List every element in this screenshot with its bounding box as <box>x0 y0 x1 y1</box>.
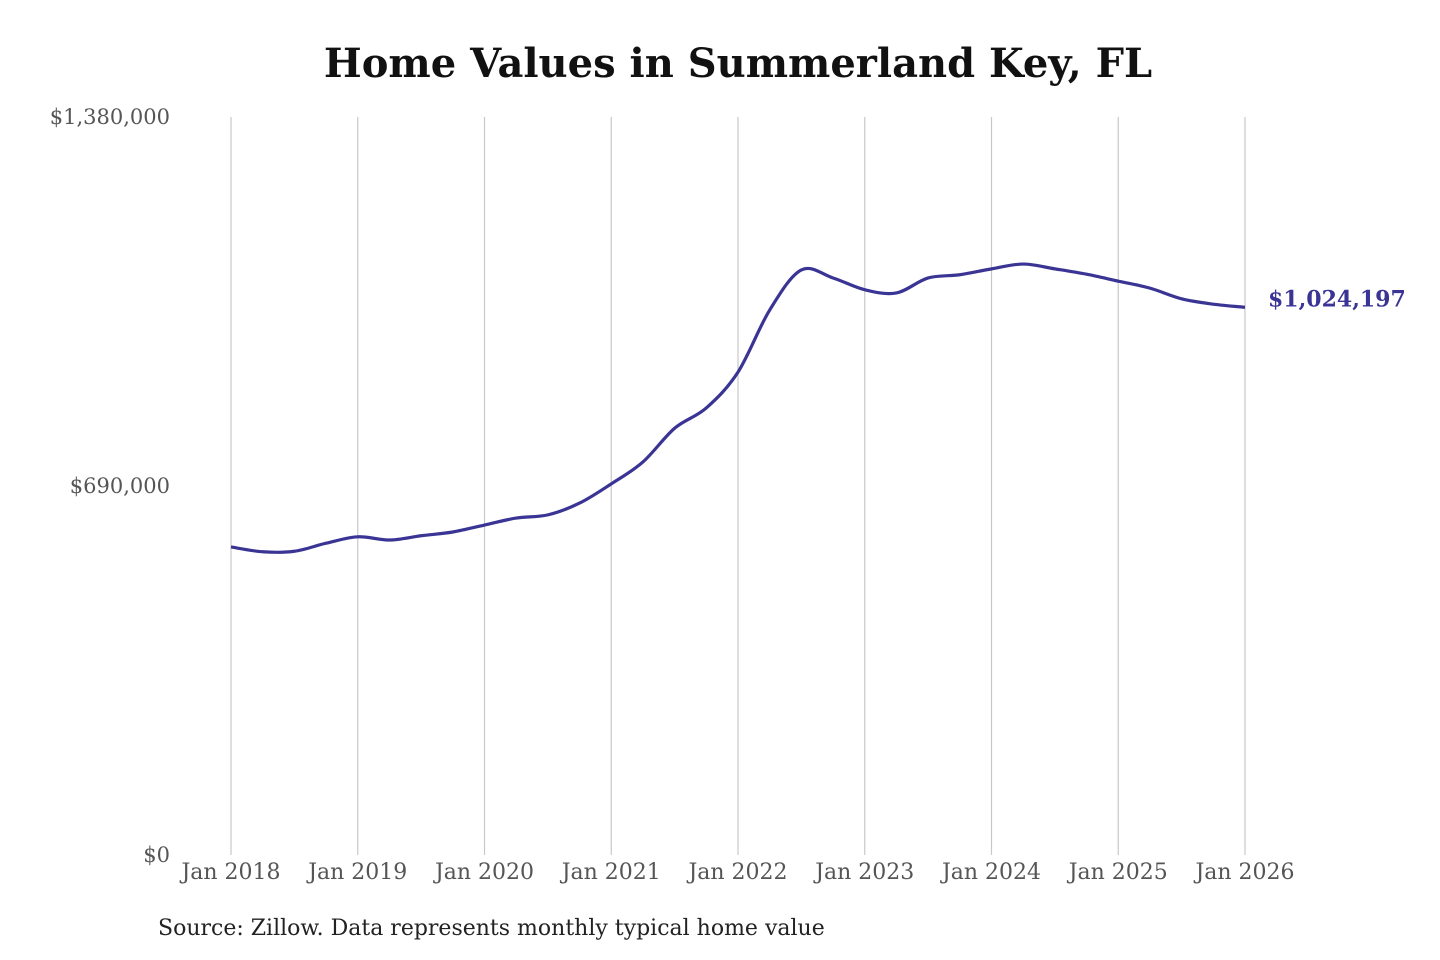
x-tick-label: Jan 2019 <box>306 860 407 885</box>
x-tick-label: Jan 2026 <box>1193 860 1294 885</box>
x-tick-label: Jan 2025 <box>1067 860 1168 885</box>
x-tick-label: Jan 2024 <box>940 860 1041 885</box>
y-tick-label: $0 <box>143 843 170 867</box>
x-tick-label: Jan 2021 <box>560 860 661 885</box>
x-tick-label: Jan 2022 <box>686 860 787 885</box>
source-note: Source: Zillow. Data represents monthly … <box>158 916 825 941</box>
end-value-label: $1,024,197 <box>1268 286 1406 312</box>
y-tick-label: $690,000 <box>70 474 170 498</box>
x-tick-label: Jan 2020 <box>433 860 534 885</box>
chart-title: Home Values in Summerland Key, FL <box>323 40 1153 87</box>
x-tick-label: Jan 2023 <box>813 860 914 885</box>
y-tick-label: $1,380,000 <box>50 105 170 129</box>
x-tick-label: Jan 2018 <box>179 860 280 885</box>
